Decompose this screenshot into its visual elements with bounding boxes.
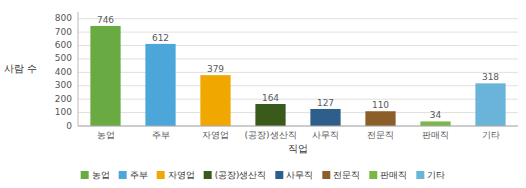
legend-label: 전문직 bbox=[333, 170, 360, 180]
legend-swatch bbox=[204, 171, 212, 179]
bar bbox=[200, 75, 230, 126]
x-tick-label: 기타 bbox=[482, 130, 500, 140]
chart-svg: 0 100 200 300 400 500 600 700 800 746 612 379 164 127… bbox=[0, 0, 526, 188]
legend-item: 기타 bbox=[416, 170, 445, 180]
bar bbox=[255, 104, 285, 126]
y-tick-label: 600 bbox=[55, 40, 72, 50]
x-tick-label: 전문직 bbox=[367, 130, 394, 140]
bar bbox=[475, 83, 505, 126]
legend-label: 기타 bbox=[427, 170, 445, 180]
grid-line bbox=[78, 99, 518, 100]
data-label: 127 bbox=[317, 98, 334, 108]
legend-swatch bbox=[81, 171, 89, 179]
x-tick-label: (공장)생산직 bbox=[244, 130, 296, 140]
legend-item: 주부 bbox=[119, 170, 148, 180]
grid-line bbox=[78, 112, 518, 113]
x-axis-line bbox=[78, 126, 518, 127]
bar bbox=[145, 44, 175, 126]
grid-line bbox=[78, 72, 518, 73]
data-label: 110 bbox=[372, 100, 389, 110]
data-label: 318 bbox=[482, 72, 499, 82]
legend-label: 농업 bbox=[92, 170, 110, 180]
y-tick-label: 800 bbox=[55, 13, 72, 23]
x-axis-label: 직업 bbox=[288, 143, 308, 154]
y-grid bbox=[78, 19, 518, 126]
x-tick-label: 농업 bbox=[97, 130, 115, 140]
y-tick-label: 700 bbox=[55, 27, 72, 37]
y-tick-label: 400 bbox=[55, 67, 72, 77]
bars bbox=[90, 26, 505, 126]
legend-item: 자영업 bbox=[157, 170, 195, 180]
legend-swatch bbox=[119, 171, 127, 179]
legend-item: 전문직 bbox=[322, 170, 360, 180]
bar bbox=[420, 121, 450, 126]
data-label: 379 bbox=[207, 64, 224, 74]
legend-item: 판매직 bbox=[369, 170, 407, 180]
grid-line bbox=[78, 32, 518, 33]
grid-line bbox=[78, 58, 518, 59]
legend-swatch bbox=[369, 171, 377, 179]
legend-label: 사무직 bbox=[286, 170, 313, 180]
y-tick-label: 200 bbox=[55, 94, 72, 104]
grid-line bbox=[78, 45, 518, 46]
legend-item: 농업 bbox=[81, 170, 110, 180]
data-label: 612 bbox=[152, 33, 169, 43]
y-tick-label: 0 bbox=[66, 121, 72, 131]
legend-label: (공장)생산직 bbox=[215, 170, 267, 180]
legend-swatch bbox=[275, 171, 283, 179]
x-tick-label: 주부 bbox=[152, 130, 170, 140]
x-tick-label: 자영업 bbox=[202, 130, 229, 140]
data-label: 746 bbox=[97, 15, 114, 25]
legend-swatch bbox=[322, 171, 330, 179]
bar bbox=[310, 109, 340, 126]
legend-swatch bbox=[157, 171, 165, 179]
y-tick-label: 100 bbox=[55, 107, 72, 117]
y-axis-label: 사람 수 bbox=[4, 63, 37, 74]
y-tick-label: 500 bbox=[55, 53, 72, 63]
legend-label: 주부 bbox=[130, 170, 148, 180]
chart-container: 0 100 200 300 400 500 600 700 800 746 612 379 164 127… bbox=[0, 0, 526, 188]
legend-label: 판매직 bbox=[380, 170, 407, 180]
y-axis-line bbox=[78, 12, 79, 126]
data-label: 164 bbox=[262, 93, 279, 103]
y-tick-label: 300 bbox=[55, 80, 72, 90]
bar bbox=[90, 26, 120, 126]
grid-line bbox=[78, 126, 518, 127]
grid-line bbox=[78, 18, 518, 19]
legend-item: (공장)생산직 bbox=[204, 170, 267, 180]
legend-label: 자영업 bbox=[168, 170, 195, 180]
legend-swatch bbox=[416, 171, 424, 179]
legend-item: 사무직 bbox=[275, 170, 313, 180]
x-tick-label: 사무직 bbox=[312, 130, 339, 140]
legend: 농업 주부 자영업 (공장)생산직 사무직 전문직 판매직 기타 bbox=[81, 170, 446, 180]
bar bbox=[365, 111, 395, 126]
grid-line bbox=[78, 85, 518, 86]
data-label: 34 bbox=[430, 110, 442, 120]
x-tick-label: 판매직 bbox=[422, 130, 449, 140]
